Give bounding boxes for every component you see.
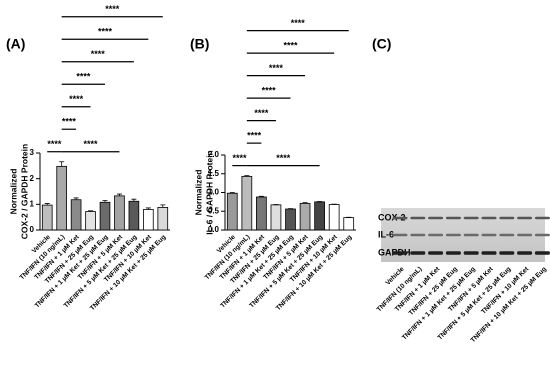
blot-band xyxy=(445,251,461,255)
significance-label: **** xyxy=(105,4,120,14)
blot-band xyxy=(517,233,533,237)
significance-label: **** xyxy=(69,94,84,104)
blot-band xyxy=(534,251,550,255)
blot-band xyxy=(499,251,515,255)
y-axis-label: Normalized xyxy=(8,169,18,215)
y-axis-label: IL-6 / GAPDH Protein xyxy=(204,150,214,235)
blot-band xyxy=(463,216,479,220)
error-bar xyxy=(59,161,65,167)
significance-label: **** xyxy=(247,131,262,141)
y-tick-label: 0 xyxy=(30,225,35,234)
blot-band xyxy=(463,251,479,255)
bar xyxy=(56,165,67,231)
error-bar xyxy=(229,192,235,194)
blot-band xyxy=(481,251,497,255)
bar xyxy=(157,207,169,231)
y-tick-label: 2 xyxy=(30,174,35,183)
significance-label: **** xyxy=(84,139,99,149)
y-axis-label: Normalized xyxy=(193,170,203,216)
blot-band xyxy=(499,216,515,220)
bar xyxy=(85,211,96,231)
bar xyxy=(226,192,238,231)
blot-band xyxy=(392,251,408,255)
bar xyxy=(128,200,140,231)
bar xyxy=(285,208,296,231)
blot-band xyxy=(392,216,408,220)
blot-band xyxy=(410,216,426,220)
significance-label: **** xyxy=(233,153,248,163)
blot-band xyxy=(392,233,408,237)
bar xyxy=(314,201,325,231)
bar xyxy=(328,204,340,231)
bar xyxy=(299,202,311,231)
bar xyxy=(41,204,53,231)
blot-band xyxy=(481,233,497,237)
significance-label: **** xyxy=(254,108,269,118)
blot-band xyxy=(463,233,479,237)
band-label: COX-2 xyxy=(378,212,406,222)
blot-band xyxy=(445,216,461,220)
blot-band xyxy=(428,251,444,255)
y-tick-label: 1 xyxy=(30,199,35,208)
error-bar xyxy=(302,202,308,204)
panel-label: (C) xyxy=(372,36,391,52)
blot-band xyxy=(534,216,550,220)
blot-band xyxy=(410,233,426,237)
bar xyxy=(114,195,125,231)
y-tick-label: 0.5 xyxy=(208,206,220,215)
significance-label: **** xyxy=(276,153,291,163)
significance-label: **** xyxy=(291,18,306,28)
blot-band xyxy=(517,216,533,220)
error-bar xyxy=(131,198,137,202)
y-tick-label: 1.0 xyxy=(208,188,220,197)
blot-band xyxy=(534,233,550,237)
error-bar xyxy=(88,210,94,212)
error-bar xyxy=(258,195,264,197)
significance-label: **** xyxy=(62,117,77,127)
error-bar xyxy=(160,204,166,208)
y-axis-label: COX-2 / GAPDH Protein xyxy=(19,144,29,239)
y-tick-label: 2.0 xyxy=(208,150,220,159)
error-bar xyxy=(244,175,250,177)
error-bar xyxy=(44,203,50,206)
blot-band xyxy=(481,216,497,220)
bar xyxy=(270,204,282,231)
panel-label: (A) xyxy=(6,36,25,52)
bar xyxy=(343,217,355,231)
error-bar xyxy=(145,207,151,210)
blot-band xyxy=(445,233,461,237)
error-bar xyxy=(116,193,122,196)
bar xyxy=(241,175,253,231)
blot-band xyxy=(517,251,533,255)
bar xyxy=(99,201,111,231)
significance-label: **** xyxy=(269,63,284,73)
bar xyxy=(70,199,82,231)
y-tick-label: 1.5 xyxy=(208,169,220,178)
error-bar xyxy=(102,200,108,203)
bar xyxy=(143,209,154,231)
bar xyxy=(256,196,267,231)
significance-label: **** xyxy=(47,139,62,149)
blot-band xyxy=(410,251,426,255)
error-bar xyxy=(73,197,79,200)
band-label: IL-6 xyxy=(378,229,394,239)
blot-band xyxy=(499,233,515,237)
significance-label: **** xyxy=(262,86,277,96)
significance-label: **** xyxy=(283,41,298,51)
significance-label: **** xyxy=(91,49,106,59)
panel-label: (B) xyxy=(190,36,209,52)
significance-label: **** xyxy=(76,72,91,82)
blot-band xyxy=(428,216,444,220)
y-tick-label: 3 xyxy=(30,148,35,157)
y-tick-label: 0.0 xyxy=(208,225,220,234)
significance-label: **** xyxy=(98,27,113,37)
blot-band xyxy=(428,233,444,237)
